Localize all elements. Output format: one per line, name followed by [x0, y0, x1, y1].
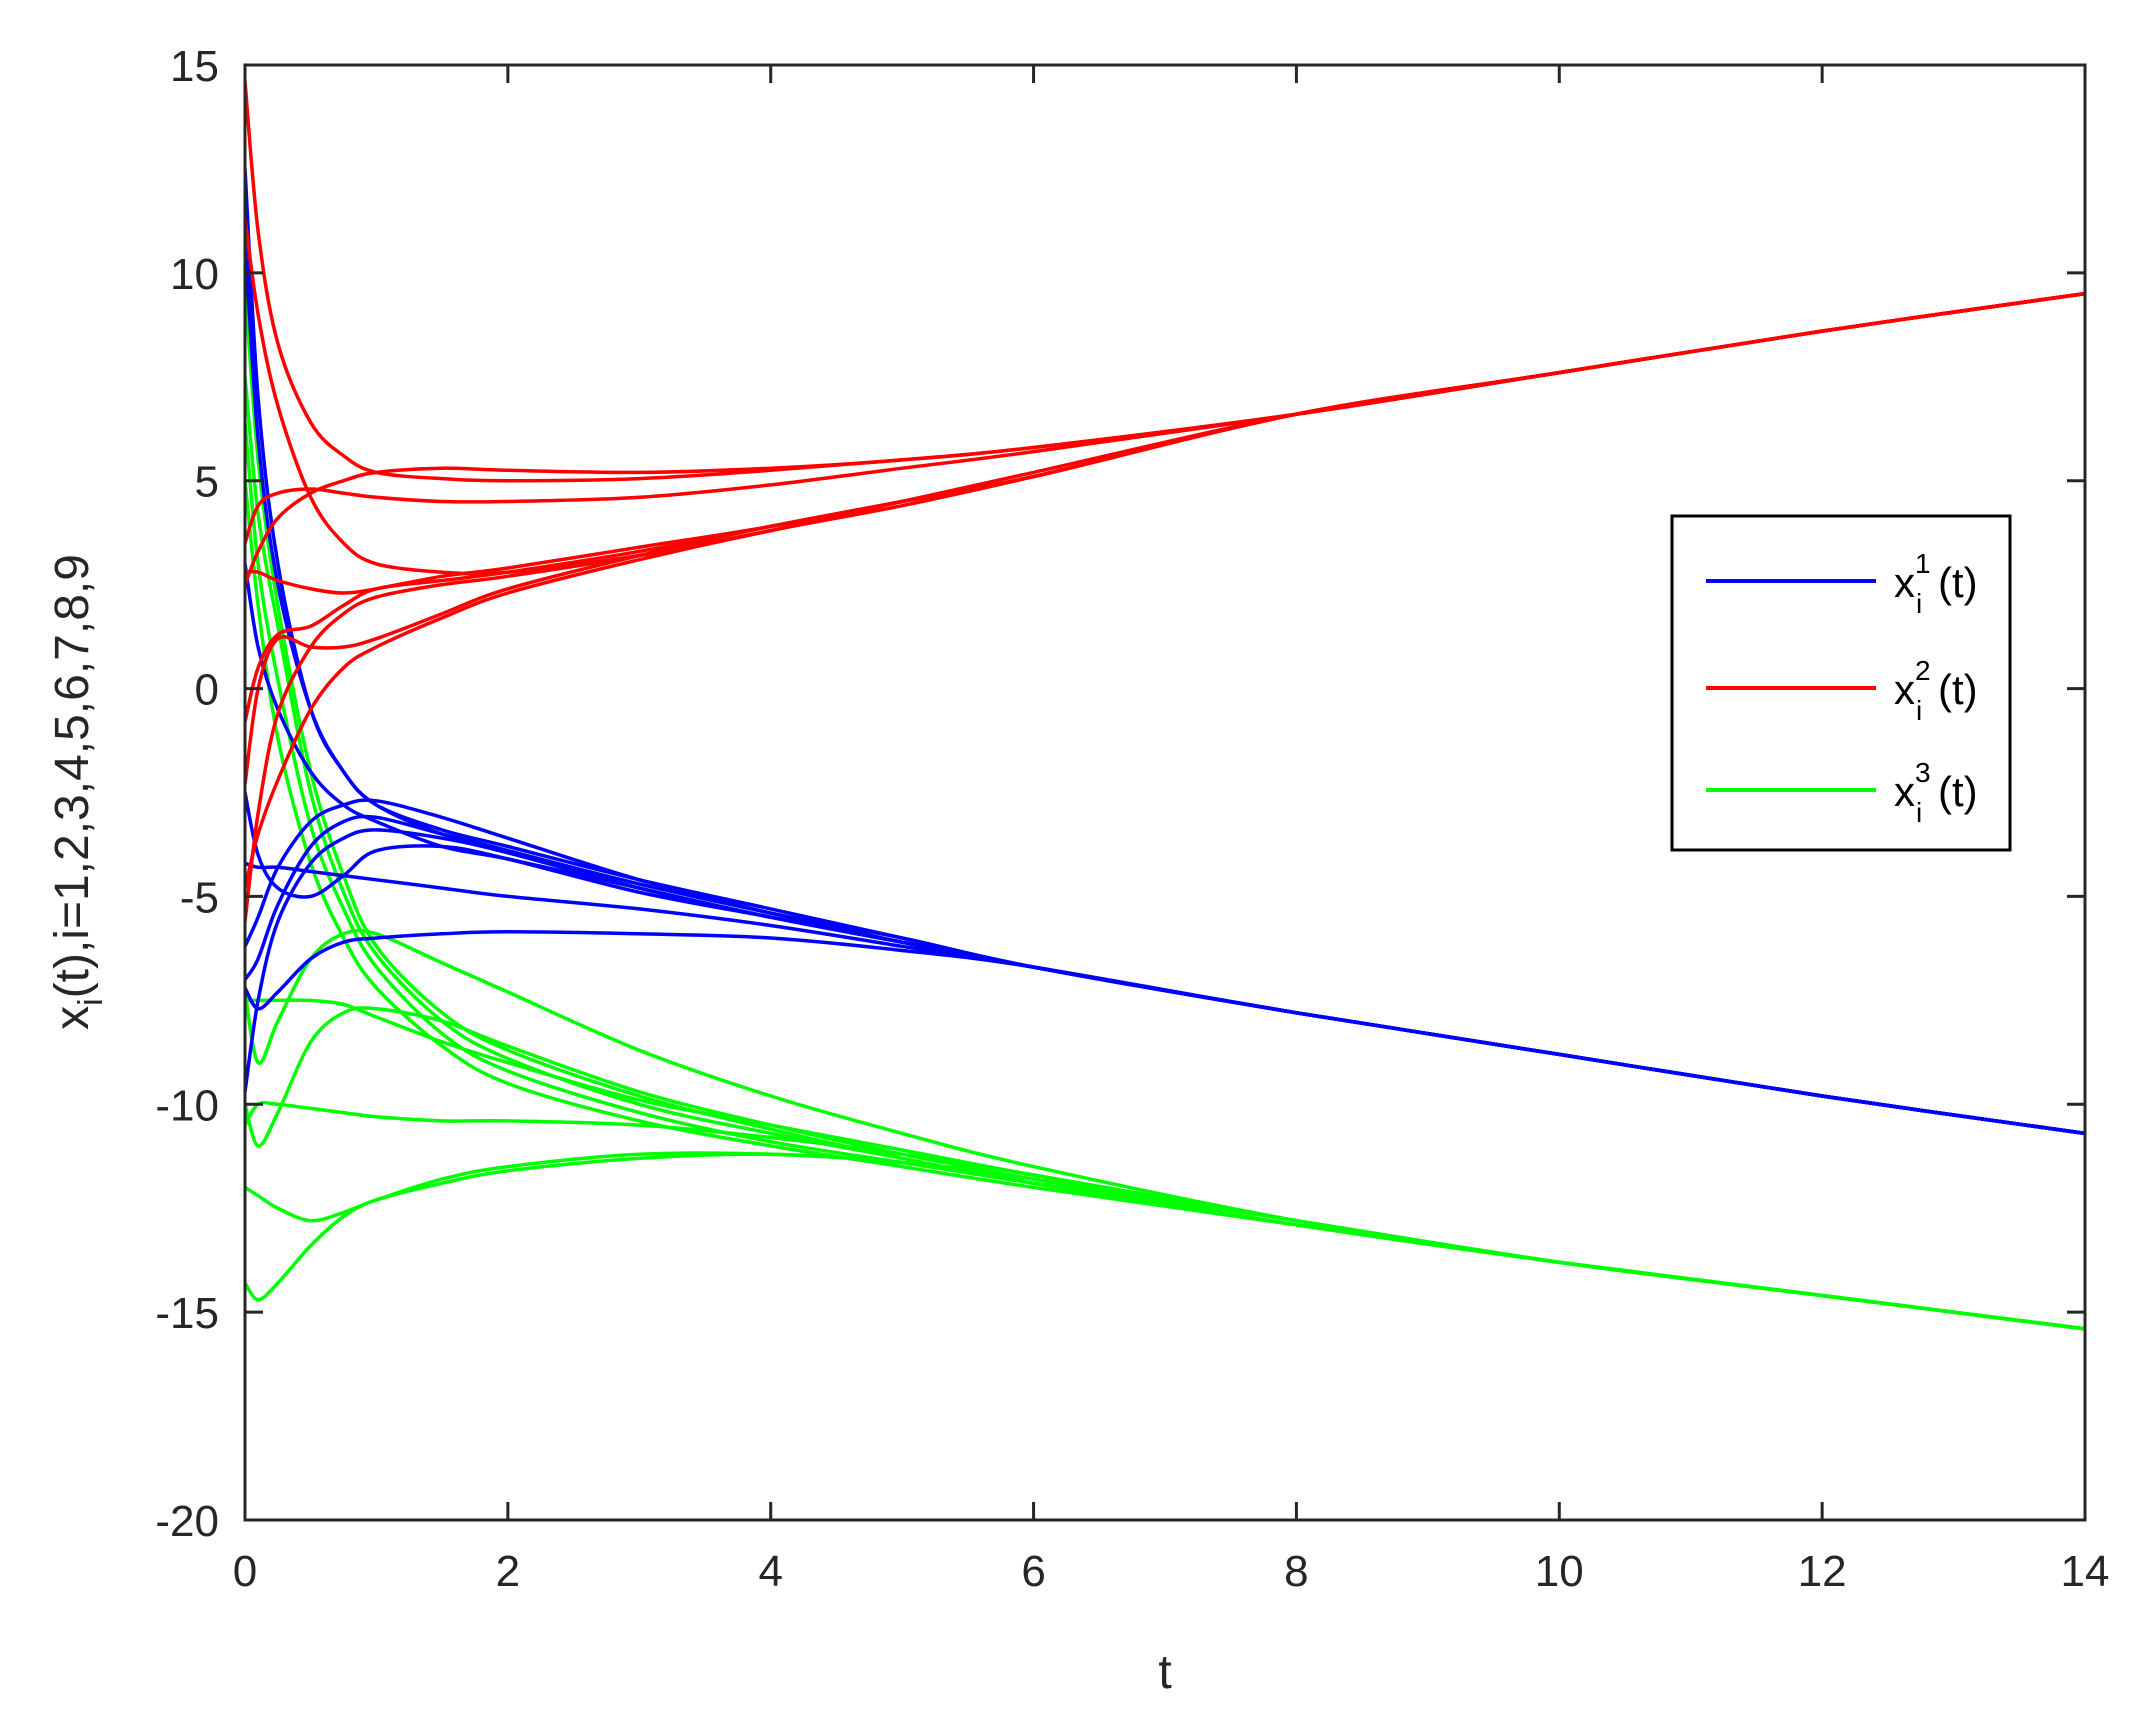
legend-label-1-base: x	[1894, 559, 1915, 606]
y-axis-title-subscript: i	[72, 998, 110, 1006]
y-tick-label: -20	[155, 1497, 219, 1546]
legend-label-1-rest: (t)	[1938, 559, 1978, 606]
legend: x1 i (t) x2 i (t) x3 i (t)	[1670, 514, 2012, 852]
y-axis-title: xi(t),i=1,2,3,4,5,6,7,8,9	[46, 554, 110, 1030]
legend-label-2-base: x	[1894, 666, 1915, 713]
svg-text:x2i(t): x2 i (t)	[1894, 655, 1978, 726]
y-axis-title-rest: (t),i=1,2,3,4,5,6,7,8,9	[46, 554, 99, 998]
legend-entry-1: x1 i (t)	[1706, 548, 1978, 619]
x-tick-label: 0	[233, 1547, 257, 1596]
legend-label-3-rest: (t)	[1938, 768, 1978, 815]
legend-label-2-sup: 2	[1915, 655, 1931, 686]
y-tick-label: 5	[195, 458, 219, 507]
legend-entry-3: x3 i (t)	[1706, 757, 1978, 828]
x-tick-label: 8	[1284, 1547, 1308, 1596]
series-layer	[245, 81, 2085, 1331]
legend-label-3-sup: 3	[1915, 757, 1931, 788]
svg-text:x1i(t): x1 i (t)	[1894, 548, 1978, 619]
series-line-x-i-3-27	[245, 1152, 2085, 1331]
legend-label-2-rest: (t)	[1938, 666, 1978, 713]
y-tick-label: 10	[170, 250, 219, 299]
legend-label-1-sub: i	[1916, 588, 1922, 619]
legend-entry-2: x2 i (t)	[1706, 655, 1978, 726]
x-tick-label: 14	[2061, 1547, 2110, 1596]
x-tick-label: 4	[758, 1547, 782, 1596]
y-tick-label: -5	[180, 873, 219, 922]
y-tick-label: 15	[170, 42, 219, 91]
x-tick-label: 10	[1535, 1547, 1584, 1596]
series-line-x-i-1-8	[245, 828, 2085, 1136]
svg-text:x3i(t): x3 i (t)	[1894, 757, 1978, 828]
legend-box	[1670, 514, 2012, 852]
y-tick-label: -15	[155, 1289, 219, 1338]
x-tick-label: 12	[1798, 1547, 1847, 1596]
x-axis-title: t	[1158, 1646, 1171, 1699]
legend-label-3-sub: i	[1916, 797, 1922, 828]
legend-label-2-sub: i	[1916, 695, 1922, 726]
series-line-x-i-2-17	[245, 291, 2085, 922]
legend-label-3-base: x	[1894, 768, 1915, 815]
legend-label-1-sup: 1	[1915, 548, 1931, 579]
y-axis-title-main: x	[46, 1006, 99, 1030]
y-tick-label: -10	[155, 1081, 219, 1130]
x-tick-label: 2	[496, 1547, 520, 1596]
y-tick-label: 0	[195, 666, 219, 715]
x-tick-label: 6	[1021, 1547, 1045, 1596]
svg-text:xi(t),i=1,2,3,4,5,6,7,8,9: xi(t),i=1,2,3,4,5,6,7,8,9	[46, 554, 110, 1030]
axes-box	[243, 63, 2087, 1522]
